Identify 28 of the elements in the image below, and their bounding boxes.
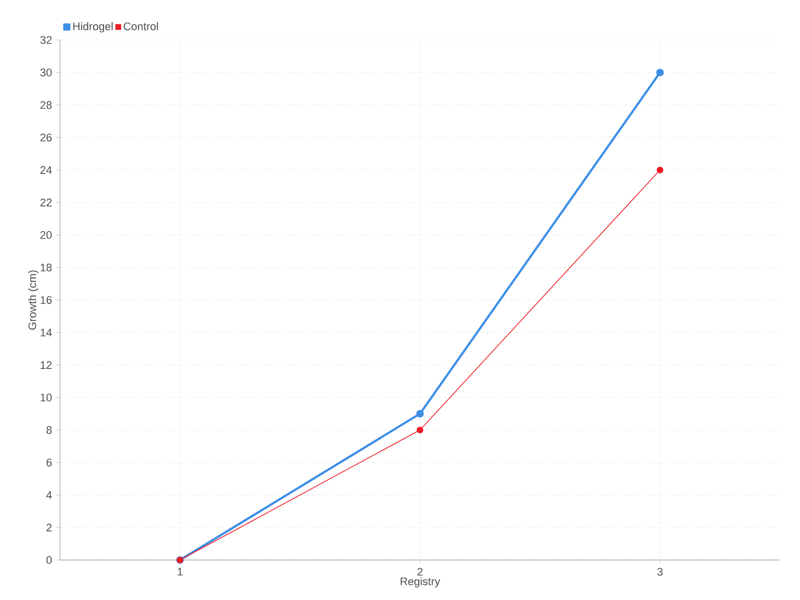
y-tick-label: 24 [40,166,52,174]
legend-label: Hidrogel [73,22,113,32]
x-tick-label: 3 [657,568,663,576]
y-tick-label: 2 [46,524,52,532]
y-tick-label: 30 [40,68,52,76]
y-tick-label: 16 [40,296,52,304]
y-tick-label: 28 [40,101,52,109]
y-tick-label: 26 [40,134,52,142]
y-tick-label: 12 [40,361,52,369]
y-tick-label: 20 [40,231,52,239]
point [416,426,424,434]
y-tick-label: 8 [46,426,52,434]
y-tick-label: 6 [46,458,52,466]
y-tick-label: 0 [46,556,52,564]
y-tick-label: 22 [40,198,52,206]
point [656,68,664,76]
point [416,410,424,418]
point [656,166,664,174]
y-tick-label: 10 [40,394,52,402]
legend-label: Control [124,22,158,30]
y-tick-label: 14 [40,328,52,336]
y-tick-label: 4 [46,491,52,499]
y-tick-label: 32 [40,36,52,44]
x-tick-label: 2 [417,568,423,576]
y-axis-title: Growth (cm) [28,270,38,330]
y-tick-label: 18 [40,264,52,272]
x-axis-title: Registry [400,577,440,588]
x-tick-label: 1 [178,568,183,576]
